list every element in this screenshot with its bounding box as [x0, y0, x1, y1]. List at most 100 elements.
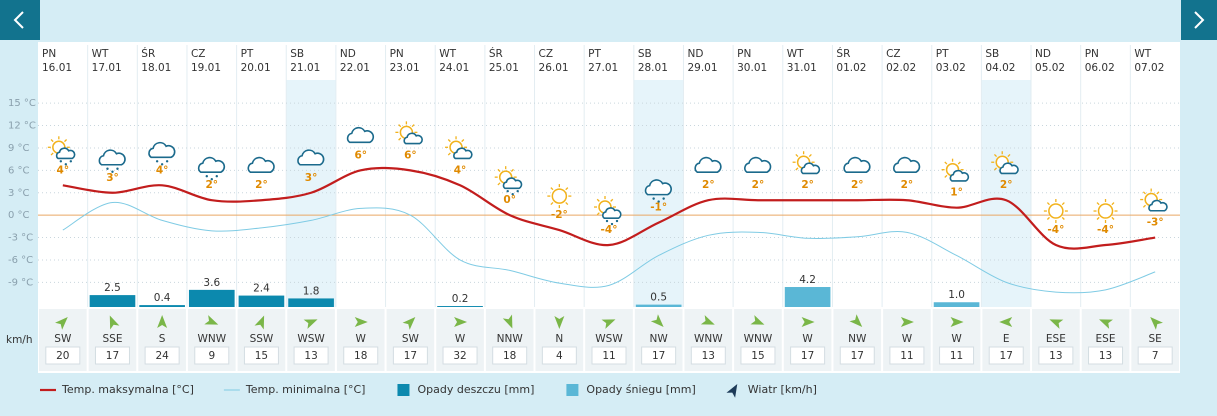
- wind-speed: 24: [155, 350, 169, 362]
- temperature-label: 2°: [1000, 179, 1013, 191]
- snowflake: [605, 219, 609, 223]
- weather-icon: [893, 156, 921, 174]
- cloud: [197, 156, 226, 174]
- date-label: 01.02: [836, 62, 866, 74]
- y-tick-label: -9 °C: [8, 277, 33, 288]
- wind-arrow: [1049, 319, 1064, 329]
- temperature-label: -4°: [1047, 224, 1064, 236]
- wind-speed: 11: [602, 350, 615, 362]
- wind-direction: W: [802, 333, 813, 345]
- y-tick-label: 12 °C: [8, 121, 36, 132]
- snowflake: [106, 167, 109, 170]
- wind-speed-box: [641, 346, 677, 365]
- wind-arrow: [1150, 317, 1163, 330]
- weather-icon: [47, 136, 76, 166]
- legend-label: Temp. minimalna [°C]: [245, 383, 366, 396]
- snowflake: [69, 160, 73, 163]
- weekday-label: CZ: [191, 48, 206, 60]
- wind-direction: S: [159, 333, 166, 345]
- snowflake: [506, 189, 509, 193]
- cloud: [602, 207, 622, 220]
- wind-speed-box: [889, 346, 925, 365]
- weather-icon: [594, 196, 622, 226]
- weekday-label: ŚR: [836, 47, 850, 60]
- wind-direction: NNW: [497, 333, 524, 345]
- wind-arrow: [801, 317, 815, 327]
- y-tick-label: -6 °C: [8, 255, 33, 266]
- wind-speed-box: [541, 346, 577, 365]
- prev-button[interactable]: [0, 0, 40, 40]
- wind-speed-box: [740, 346, 776, 365]
- sun-ray: [1111, 216, 1115, 220]
- cloud: [148, 141, 176, 159]
- y-tick-label: 9 °C: [8, 143, 30, 154]
- wind-unit: km/h: [6, 334, 33, 346]
- sun-ray: [1142, 191, 1146, 195]
- wind-arrow: [900, 317, 914, 327]
- temperature-label: 2°: [702, 179, 715, 191]
- weekday-label: WT: [92, 48, 109, 60]
- temperature-label: 2°: [901, 179, 914, 191]
- wind-direction: N: [555, 333, 563, 345]
- snowflake: [652, 197, 655, 200]
- date-label: 25.01: [489, 62, 519, 74]
- wind-arrow: [402, 317, 416, 330]
- weekday-label: SB: [638, 48, 652, 60]
- weather-icon: [792, 151, 821, 175]
- weather-icon: [197, 156, 226, 181]
- snowflake: [215, 175, 218, 178]
- weekday-label: PN: [390, 48, 404, 60]
- temperature-label: 2°: [801, 179, 814, 191]
- wind-speed: 13: [304, 350, 317, 362]
- snowflake: [155, 160, 159, 163]
- wind-speed: 17: [851, 350, 864, 362]
- next-button[interactable]: [1181, 0, 1217, 40]
- cloud: [893, 156, 921, 174]
- sun-ray: [565, 187, 569, 191]
- wind-arrow: [849, 314, 863, 327]
- cloud: [999, 162, 1019, 175]
- wind-direction: SSE: [102, 333, 122, 345]
- precipitation-label: 4.2: [799, 274, 816, 286]
- weather-icon: [98, 149, 126, 173]
- temperature-label: 4°: [156, 164, 169, 176]
- wind-arrow: [254, 315, 265, 330]
- snowflake: [615, 219, 619, 223]
- wind-speed: 9: [208, 350, 215, 362]
- sun-ray: [610, 198, 614, 202]
- temperature-line: [62, 166, 1156, 250]
- date-label: 20.01: [241, 62, 271, 74]
- weekday-label: PT: [936, 48, 949, 60]
- date-label: 05.02: [1035, 62, 1065, 74]
- temperature-label: 2°: [752, 179, 765, 191]
- wind-speed: 18: [503, 350, 516, 362]
- legend-label: Wiatr [km/h]: [748, 383, 817, 396]
- legend-swatch: [397, 384, 410, 396]
- sun-ray: [550, 187, 554, 191]
- sun-ray: [993, 167, 998, 171]
- weekday-label: CZ: [886, 48, 901, 60]
- y-tick-label: 3 °C: [8, 188, 30, 199]
- snowflake: [165, 160, 169, 163]
- wind-arrow: [454, 317, 468, 327]
- wind-speed: 15: [751, 350, 764, 362]
- wind-arrow: [354, 317, 368, 327]
- wind-arrow: [204, 315, 219, 325]
- temperature-label: 2°: [255, 179, 268, 191]
- wind-arrow: [700, 315, 715, 325]
- weekday-label: WT: [1134, 48, 1151, 60]
- date-label: 02.02: [886, 62, 916, 74]
- weather-icon: [991, 151, 1019, 175]
- wind-speed: 32: [453, 350, 466, 362]
- weather-icon: [1043, 199, 1068, 224]
- wind-arrow: [109, 315, 120, 330]
- weather-icon: [941, 158, 970, 182]
- precipitation-label: 0.5: [650, 292, 667, 304]
- wind-direction: W: [902, 333, 913, 345]
- sun-ray: [398, 137, 402, 141]
- date-label: 04.02: [985, 62, 1015, 74]
- next-icon: [1194, 11, 1205, 29]
- wind-arrow: [950, 317, 964, 327]
- sun-ray: [550, 201, 554, 206]
- snowflake: [662, 197, 665, 200]
